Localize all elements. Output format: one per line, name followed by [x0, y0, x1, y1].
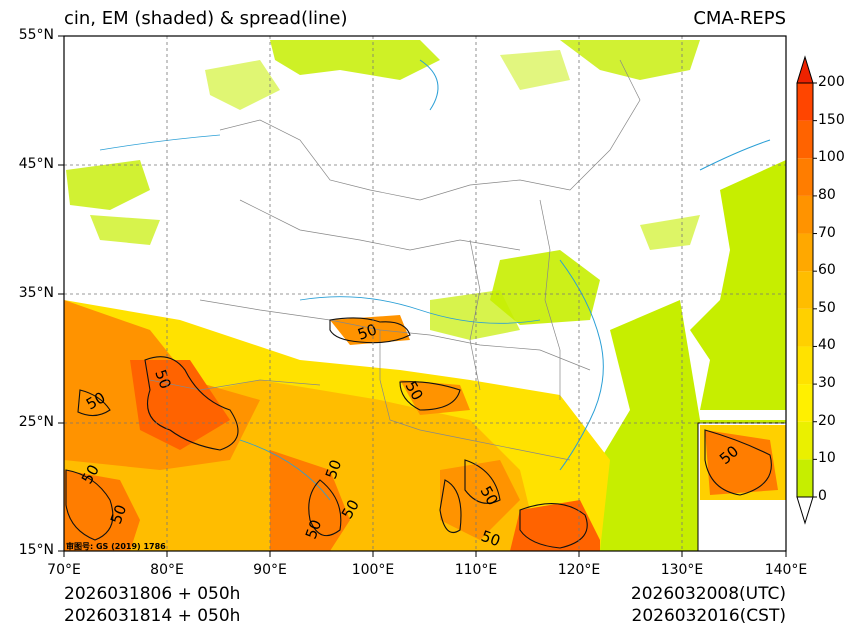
colorbar-tick-label: 100 [818, 149, 845, 166]
colorbar-tick-label: 60 [818, 262, 836, 279]
colorbar-tick-label: 0 [818, 488, 827, 504]
init-time-utc: 2026031806 + 050h [64, 584, 241, 604]
colorbar-under-arrow [796, 496, 814, 525]
map-title: cin, EM (shaded) & spread(line) [64, 8, 348, 29]
lon-label: 100°E [351, 562, 395, 578]
colorbar-tick-label: 50 [818, 299, 836, 316]
colorbar-segment [797, 459, 813, 497]
colorbar-segment [797, 308, 813, 347]
colorbar-segment [797, 195, 813, 234]
contour-label: 50 [151, 367, 174, 391]
lat-label: 35°N [18, 285, 54, 301]
colorbar [796, 55, 817, 525]
tick-marks [58, 35, 787, 557]
colorbar-segment [797, 346, 813, 385]
colorbar-tick-label: 20 [818, 412, 836, 429]
shaded-field [64, 36, 786, 551]
lon-label: 70°E [47, 562, 81, 578]
map-credit: 审图号: GS (2019) 1786 [66, 542, 166, 551]
init-time-cst: 2026031814 + 050h [64, 606, 241, 626]
contour-label: 50 [107, 502, 130, 526]
colorbar-tick-label: 80 [818, 186, 836, 203]
contour-label: 50 [302, 517, 325, 541]
lon-label: 120°E [557, 562, 601, 578]
spread-contours [65, 317, 772, 549]
colorbar-tick-label: 40 [818, 337, 836, 354]
contour-label: 50 [479, 527, 503, 550]
colorbar-segment [797, 158, 813, 196]
colorbar-tick-label: 70 [818, 224, 836, 241]
lat-label: 45°N [18, 156, 54, 172]
colorbar-segment [797, 120, 813, 159]
lat-label: 55°N [18, 27, 54, 43]
lon-label: 140°E [764, 562, 808, 578]
colorbar-segment [797, 83, 813, 121]
lat-label: 15°N [18, 542, 54, 558]
colorbar-segment [797, 233, 813, 272]
gridlines [64, 36, 786, 551]
lon-label: 130°E [660, 562, 704, 578]
contour-label: 50 [322, 457, 345, 481]
coastlines-rivers [99, 59, 771, 501]
valid-time-utc: 2026032008(UTC) [630, 584, 786, 604]
colorbar-tick-label: 200 [818, 74, 845, 90]
colorbar-segment [797, 421, 813, 460]
colorbar-segment [797, 384, 813, 422]
valid-time-cst: 2026032016(CST) [631, 606, 786, 626]
model-name: CMA-REPS [693, 8, 786, 29]
colorbar-over-arrow [796, 55, 814, 84]
colorbar-tick-label: 10 [818, 450, 836, 467]
colorbar-segment [797, 271, 813, 309]
colorbar-tick-label: 150 [818, 111, 845, 128]
lon-label: 110°E [454, 562, 498, 578]
province-borders [149, 59, 641, 461]
colorbar-tick-label: 30 [818, 375, 836, 392]
lon-label: 90°E [253, 562, 287, 578]
lat-label: 25°N [18, 414, 54, 430]
colorbar-frame [796, 82, 814, 498]
lon-label: 80°E [150, 562, 184, 578]
